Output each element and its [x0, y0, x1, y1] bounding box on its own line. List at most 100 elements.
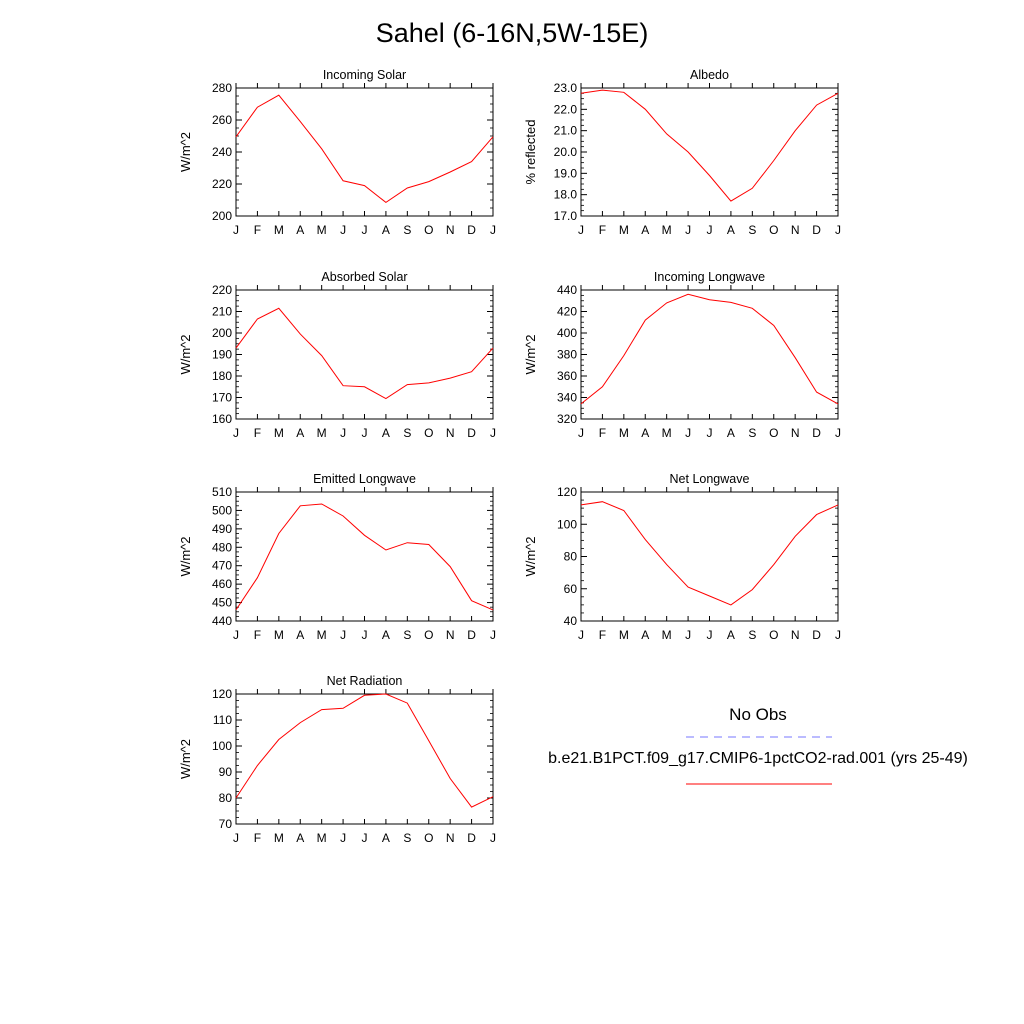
incoming-longwave-ytick-label: 340 — [557, 391, 577, 405]
incoming-longwave-xtick-label: N — [791, 426, 800, 440]
albedo-series-line — [580, 89, 839, 202]
emitted-longwave-xtick-label: J — [362, 628, 368, 642]
albedo-title: Albedo — [690, 68, 729, 82]
absorbed-solar-xtick-label: F — [254, 426, 261, 440]
emitted-longwave-xtick-label: N — [446, 628, 455, 642]
incoming-solar-series-line — [235, 94, 494, 204]
incoming-longwave-plot-frame — [580, 289, 839, 420]
absorbed-solar-ytick-label: 220 — [212, 283, 232, 297]
albedo-xtick-label: M — [662, 223, 672, 237]
albedo-ytick-label: 18.0 — [554, 188, 578, 202]
incoming-longwave-xtick-label: J — [578, 426, 584, 440]
incoming-longwave-ytick-label: 400 — [557, 326, 577, 340]
net-radiation-ytick-label: 80 — [219, 791, 233, 805]
incoming-longwave-ytick-label: 440 — [557, 283, 577, 297]
absorbed-solar-title: Absorbed Solar — [321, 270, 407, 284]
net-longwave-title: Net Longwave — [670, 472, 750, 486]
emitted-longwave-xtick-label: F — [254, 628, 261, 642]
incoming-longwave-ylabel: W/m^2 — [523, 334, 538, 374]
incoming-longwave-ytick-label: 380 — [557, 348, 577, 362]
absorbed-solar-ytick-label: 210 — [212, 305, 232, 319]
albedo-ytick-label: 23.0 — [554, 81, 578, 95]
absorbed-solar-xtick-label: A — [296, 426, 304, 440]
emitted-longwave-xtick-label: S — [403, 628, 411, 642]
incoming-solar-xtick-label: J — [233, 223, 239, 237]
incoming-solar-ytick-label: 260 — [212, 113, 232, 127]
net-longwave-xtick-label: J — [707, 628, 713, 642]
net-radiation-plot-frame — [235, 693, 494, 825]
emitted-longwave-plot-frame — [235, 491, 494, 622]
incoming-solar-xtick-label: A — [382, 223, 390, 237]
net-radiation-ytick-label: 70 — [219, 817, 233, 831]
net-radiation-xtick-label: J — [362, 831, 368, 845]
emitted-longwave-xtick-label: D — [467, 628, 476, 642]
incoming-longwave-series-line — [580, 293, 839, 405]
net-longwave-xtick-label: F — [599, 628, 606, 642]
emitted-longwave-xtick-label: M — [317, 628, 327, 642]
emitted-longwave-ytick-label: 470 — [212, 559, 232, 573]
incoming-longwave-xtick-label: J — [707, 426, 713, 440]
albedo-xtick-label: D — [812, 223, 821, 237]
emitted-longwave-ytick-label: 490 — [212, 522, 232, 536]
incoming-solar-xtick-label: O — [424, 223, 433, 237]
absorbed-solar-xtick-label: M — [317, 426, 327, 440]
incoming-longwave-xtick-label: O — [769, 426, 778, 440]
incoming-longwave-xtick-label: M — [662, 426, 672, 440]
net-radiation-xtick-label: M — [274, 831, 284, 845]
emitted-longwave-ylabel: W/m^2 — [178, 536, 193, 576]
net-longwave-xtick-label: A — [727, 628, 735, 642]
incoming-longwave-xtick-label: J — [685, 426, 691, 440]
incoming-solar-ytick-label: 280 — [212, 81, 232, 95]
albedo-xtick-label: A — [641, 223, 649, 237]
net-radiation-ytick-label: 110 — [213, 713, 232, 727]
absorbed-solar-ytick-label: 190 — [212, 348, 232, 362]
absorbed-solar-xtick-label: M — [274, 426, 284, 440]
incoming-solar-xtick-label: J — [490, 223, 496, 237]
absorbed-solar-ylabel: W/m^2 — [178, 334, 193, 374]
emitted-longwave-series-line — [235, 503, 494, 611]
absorbed-solar-xtick-label: J — [340, 426, 346, 440]
net-radiation-xtick-label: S — [403, 831, 411, 845]
albedo-ytick-label: 19.0 — [554, 166, 578, 180]
albedo-xtick-label: O — [769, 223, 778, 237]
absorbed-solar-xtick-label: A — [382, 426, 390, 440]
albedo-xtick-label: M — [619, 223, 629, 237]
incoming-longwave-title: Incoming Longwave — [654, 270, 765, 284]
emitted-longwave-xtick-label: J — [490, 628, 496, 642]
emitted-longwave-title: Emitted Longwave — [313, 472, 416, 486]
legend-model-label: b.e21.B1PCT.f09_g17.CMIP6-1pctCO2-rad.00… — [548, 750, 968, 767]
albedo-xtick-label: J — [578, 223, 584, 237]
albedo-xtick-label: N — [791, 223, 800, 237]
albedo-xtick-label: F — [599, 223, 606, 237]
incoming-solar-xtick-label: J — [362, 223, 368, 237]
incoming-solar-xtick-label: S — [403, 223, 411, 237]
incoming-longwave-xtick-label: A — [641, 426, 649, 440]
net-longwave-xtick-label: M — [619, 628, 629, 642]
incoming-solar-ylabel: W/m^2 — [178, 132, 193, 172]
absorbed-solar-xtick-label: O — [424, 426, 433, 440]
incoming-solar-xtick-label: M — [317, 223, 327, 237]
emitted-longwave-xtick-label: O — [424, 628, 433, 642]
absorbed-solar-xtick-label: S — [403, 426, 411, 440]
net-radiation-xtick-label: J — [490, 831, 496, 845]
albedo-ylabel: % reflected — [523, 119, 538, 184]
emitted-longwave-xtick-label: A — [382, 628, 390, 642]
incoming-longwave-xtick-label: F — [599, 426, 606, 440]
net-radiation-xtick-label: N — [446, 831, 455, 845]
incoming-solar-xtick-label: D — [467, 223, 476, 237]
emitted-longwave-ytick-label: 440 — [212, 614, 232, 628]
net-longwave-xtick-label: D — [812, 628, 821, 642]
emitted-longwave-xtick-label: J — [233, 628, 239, 642]
emitted-longwave-ytick-label: 450 — [212, 596, 232, 610]
net-radiation-ytick-label: 90 — [219, 765, 233, 779]
figure-title: Sahel (6-16N,5W-15E) — [375, 18, 649, 48]
absorbed-solar-xtick-label: J — [362, 426, 368, 440]
incoming-solar-xtick-label: F — [254, 223, 261, 237]
absorbed-solar-series-line — [235, 307, 494, 400]
absorbed-solar-ytick-label: 170 — [212, 391, 232, 405]
emitted-longwave-ytick-label: 510 — [212, 485, 232, 499]
incoming-longwave-xtick-label: J — [835, 426, 841, 440]
net-longwave-xtick-label: S — [748, 628, 756, 642]
net-longwave-xtick-label: J — [835, 628, 841, 642]
net-longwave-ylabel: W/m^2 — [523, 536, 538, 576]
